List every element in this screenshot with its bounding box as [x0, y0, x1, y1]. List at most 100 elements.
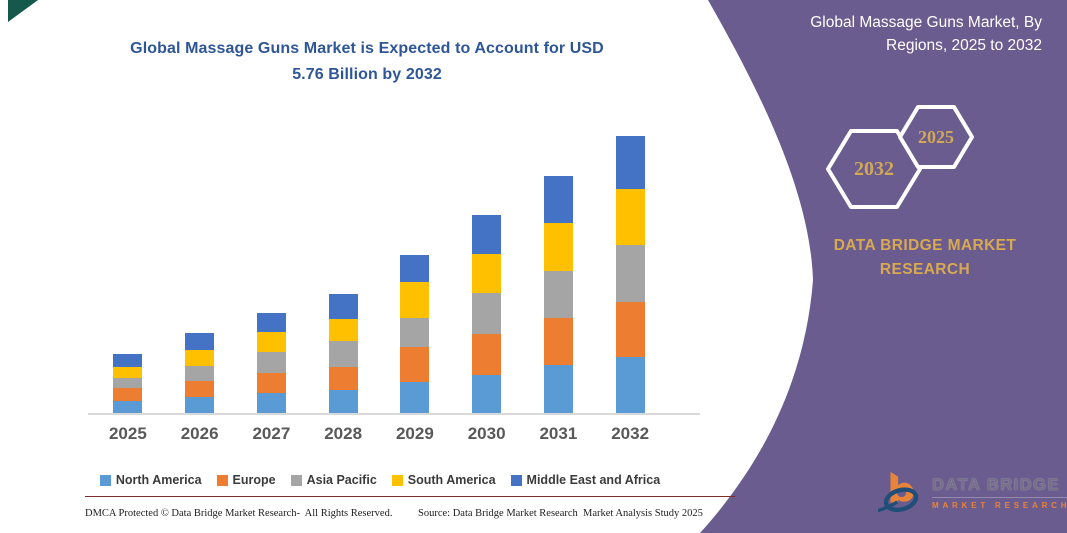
bar-segment — [543, 175, 573, 224]
bar-slot-2028 — [307, 130, 379, 413]
hexagon-2025 — [898, 105, 974, 169]
bar-segment — [615, 245, 645, 302]
legend-item: South America — [391, 473, 496, 487]
legend-item: Asia Pacific — [290, 473, 377, 487]
bar-slot-2029 — [379, 130, 451, 413]
bar-segment — [256, 352, 286, 373]
bar-slot-2026 — [164, 130, 236, 413]
legend-item: North America — [99, 473, 202, 487]
brand-text-line1: DATA BRIDGE MARKET — [833, 237, 1017, 254]
bar-segment — [185, 333, 215, 350]
x-tick-label: 2032 — [611, 424, 650, 443]
brand-text: DATA BRIDGE MARKET RESEARCH — [800, 234, 1050, 282]
stacked-bar-2025 — [113, 353, 143, 413]
logo-swoosh-tail — [878, 500, 898, 512]
bar-slot-2025 — [92, 130, 164, 413]
bar-segment — [472, 375, 502, 413]
stacked-bar-2027 — [256, 313, 286, 413]
bar-slot-2032 — [594, 130, 666, 413]
brand-text-line2: RESEARCH — [879, 261, 971, 278]
bar-segment — [185, 365, 215, 382]
bar-segment — [256, 313, 286, 333]
legend-label: Europe — [232, 473, 276, 487]
legend-label: South America — [407, 473, 496, 487]
x-tick-label: 2030 — [467, 424, 506, 443]
x-axis-line — [88, 413, 700, 415]
bar-slot-2031 — [523, 130, 595, 413]
logo-d-swoosh — [883, 487, 919, 513]
bar-segment — [113, 388, 143, 401]
bar-segment — [113, 377, 143, 388]
legend-label: Asia Pacific — [306, 473, 377, 487]
x-tick-label: 2027 — [252, 424, 291, 443]
bar-segment — [472, 292, 502, 335]
bar-segment — [256, 372, 286, 393]
bar-segment — [400, 282, 430, 319]
bar-segment — [185, 397, 215, 413]
footer-divider-line — [85, 496, 735, 497]
corner-triangle — [8, 0, 38, 22]
stacked-bar-2030 — [472, 215, 502, 413]
bar-segment — [328, 389, 358, 413]
legend-swatch-icon — [216, 474, 228, 486]
bar-segment — [543, 223, 573, 271]
x-axis-labels: 2025 2026 2027 2028 2029 2030 2031 2032 — [92, 424, 666, 444]
legend-swatch-icon — [391, 474, 403, 486]
bar-segment — [185, 349, 215, 366]
legend-swatch-icon — [510, 474, 522, 486]
hexagon-year-2025: 2025 — [918, 127, 954, 147]
bar-segment — [400, 346, 430, 383]
dbmr-logo-icon — [878, 471, 919, 513]
x-tick-label: 2028 — [324, 424, 363, 443]
bar-segment — [543, 317, 573, 365]
legend-item: Middle East and Africa — [510, 473, 661, 487]
bar-segment — [113, 367, 143, 378]
bar-segment — [472, 334, 502, 376]
logo-text-block: DATA BRIDGE MARKET RESEARCH — [932, 476, 1067, 510]
stacked-bar-2029 — [400, 254, 430, 413]
stacked-bar-2026 — [185, 333, 215, 413]
logo-tagline: MARKET RESEARCH — [932, 501, 1067, 510]
x-tick-label: 2031 — [539, 424, 578, 443]
chart-legend: North America Europe Asia Pacific South Ame… — [70, 473, 690, 487]
chart-title-line1: Global Massage Guns Market is Expected t… — [130, 40, 604, 57]
legend-swatch-icon — [290, 474, 302, 486]
bar-segment — [615, 136, 645, 190]
bar-segment — [185, 381, 215, 398]
purple-panel-shape — [700, 0, 1067, 533]
chart-title: Global Massage Guns Market is Expected t… — [92, 36, 642, 88]
dmca-footer-text: DMCA Protected © Data Bridge Market Rese… — [85, 508, 393, 519]
logo-wordmark: DATA BRIDGE — [932, 476, 1067, 498]
bar-segment — [472, 254, 502, 293]
bar-slot-2030 — [451, 130, 523, 413]
bar-segment — [328, 340, 358, 367]
bar-segment — [472, 215, 502, 255]
bar-segment — [328, 366, 358, 390]
panel-title-line1: Global Massage Guns Market, By — [810, 14, 1042, 31]
bar-segment — [113, 400, 143, 413]
stacked-bar-2028 — [328, 293, 358, 413]
panel-title-line2: Regions, 2025 to 2032 — [886, 36, 1042, 54]
bar-slot-2027 — [236, 130, 308, 413]
bar-segment — [615, 189, 645, 246]
legend-label: North America — [115, 473, 202, 487]
bar-segment — [543, 270, 573, 318]
bar-segment — [615, 357, 645, 413]
bar-segment — [328, 318, 358, 341]
bar-segment — [615, 301, 645, 358]
legend-swatch-icon — [99, 474, 111, 486]
bar-segment — [256, 332, 286, 353]
stacked-bar-2032 — [615, 136, 645, 413]
bar-segment — [543, 365, 573, 413]
bar-segment — [328, 293, 358, 319]
hexagon-year-2032: 2032 — [854, 158, 894, 180]
legend-item: Europe — [216, 473, 276, 487]
x-tick-label: 2025 — [108, 424, 147, 443]
legend-label: Middle East and Africa — [526, 473, 661, 487]
plot-area — [92, 130, 666, 413]
bar-segment — [113, 353, 143, 368]
hexagon-2032 — [826, 129, 922, 209]
logo-b-shape — [890, 471, 914, 503]
